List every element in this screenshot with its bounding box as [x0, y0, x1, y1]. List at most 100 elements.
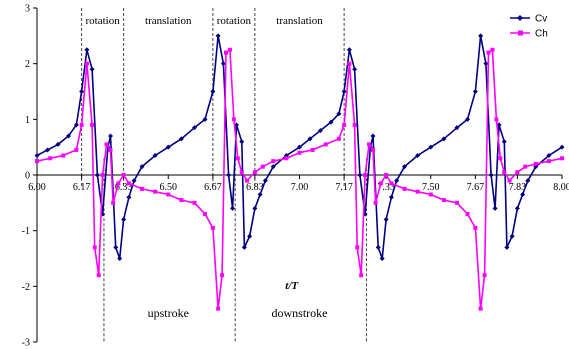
data-point-Cv [352, 66, 358, 72]
y-tick-label: 2 [25, 59, 30, 70]
data-point-Cv [139, 164, 145, 170]
data-point-Ch [523, 164, 528, 169]
data-point-Cv [126, 194, 132, 200]
x-tick-label: 6.17 [73, 182, 91, 193]
data-point-Cv [108, 133, 113, 139]
data-point-Ch [359, 273, 364, 278]
data-point-Ch [428, 192, 433, 197]
data-point-Cv [220, 61, 226, 67]
data-point-Ch [310, 147, 315, 152]
data-point-Cv [94, 172, 100, 178]
data-point-Ch [560, 156, 564, 161]
data-point-Ch [90, 122, 95, 127]
data-point-Ch [352, 122, 357, 127]
data-point-Ch [402, 186, 407, 191]
x-tick-label: 6.50 [160, 182, 178, 193]
data-point-Cv [415, 153, 421, 159]
data-point-Cv [402, 164, 407, 170]
data-point-Cv [472, 89, 478, 94]
data-point-Cv [478, 33, 484, 39]
data-point-Ch [490, 47, 495, 52]
x-tick-label: 6.00 [28, 182, 46, 193]
phase-label: translation [276, 15, 323, 27]
data-point-Ch [192, 200, 197, 205]
data-point-Cv [328, 119, 334, 125]
phase-label: translation [145, 15, 192, 27]
data-point-Cv [66, 133, 71, 139]
stroke-label: upstroke [148, 306, 189, 320]
data-point-Cv [488, 172, 494, 178]
data-point-Cv [383, 217, 389, 223]
data-point-Cv [252, 205, 258, 211]
data-point-Cv [346, 47, 352, 53]
data-point-Ch [210, 225, 215, 230]
x-tick-label: 7.17 [335, 182, 353, 193]
data-point-Ch [231, 117, 236, 122]
data-point-Cv [379, 256, 385, 261]
data-point-Ch [342, 122, 347, 127]
data-point-Ch [373, 200, 378, 205]
data-point-Cv [262, 178, 268, 184]
data-point-Ch [252, 170, 257, 175]
data-point-Ch [323, 142, 328, 147]
data-point-Cv [89, 66, 95, 72]
data-point-Ch [35, 159, 39, 164]
labels-layer: t/T rotation translation rotation translatio… [86, 15, 328, 320]
data-point-Ch [347, 61, 352, 66]
data-point-Cv [178, 136, 184, 142]
legend-marker [518, 30, 523, 36]
legend-marker [517, 15, 523, 21]
data-point-Ch [61, 153, 66, 158]
data-point-Ch [515, 170, 520, 175]
data-point-Cv [504, 244, 510, 250]
data-point-Cv [226, 172, 232, 178]
x-tick-label: 6.33 [115, 182, 133, 193]
data-point-Ch [502, 170, 507, 175]
data-point-Ch [96, 273, 101, 278]
data-point-Cv [375, 244, 381, 250]
data-point-Cv [55, 141, 61, 147]
data-point-Ch [79, 122, 84, 127]
data-point-Ch [48, 156, 53, 161]
data-point-Cv [84, 47, 90, 53]
data-point-Cv [559, 144, 565, 150]
data-point-Cv [297, 144, 302, 150]
series-Ch [35, 47, 564, 311]
data-point-Ch [533, 161, 538, 166]
data-point-Cv [247, 233, 253, 239]
data-point-Cv [210, 89, 216, 94]
x-axis-title: t/T [285, 280, 299, 292]
data-point-Ch [224, 50, 228, 55]
series-layer [34, 33, 565, 311]
data-point-Ch [486, 50, 491, 55]
data-point-Cv [428, 144, 434, 150]
data-point-Cv [73, 122, 79, 128]
data-point-Cv [239, 139, 245, 145]
data-point-Cv [441, 136, 447, 142]
data-point-Ch [465, 211, 470, 216]
x-tick-label: 7.00 [291, 182, 309, 193]
x-tick-label: 6.67 [204, 182, 222, 193]
series-Cv [34, 33, 565, 261]
data-point-Ch [284, 156, 289, 161]
data-point-Cv [215, 33, 221, 39]
data-point-Ch [546, 159, 551, 164]
x-tick-label: 7.67 [467, 182, 485, 193]
data-point-Cv [336, 111, 342, 117]
legend: Cv Ch [510, 14, 548, 40]
legend-label: Ch [535, 29, 548, 40]
data-point-Cv [241, 244, 247, 250]
data-point-Ch [336, 136, 341, 141]
data-point-Ch [116, 181, 121, 186]
data-point-Cv [121, 217, 127, 223]
data-point-Cv [370, 133, 376, 139]
data-point-Ch [74, 147, 79, 152]
data-point-Cv [202, 116, 208, 122]
y-tick-label: -3 [22, 338, 30, 349]
data-point-Ch [227, 47, 232, 52]
legend-label: Cv [535, 14, 547, 25]
data-point-Ch [140, 186, 144, 191]
data-point-Ch [498, 156, 503, 161]
data-point-Ch [203, 211, 207, 216]
